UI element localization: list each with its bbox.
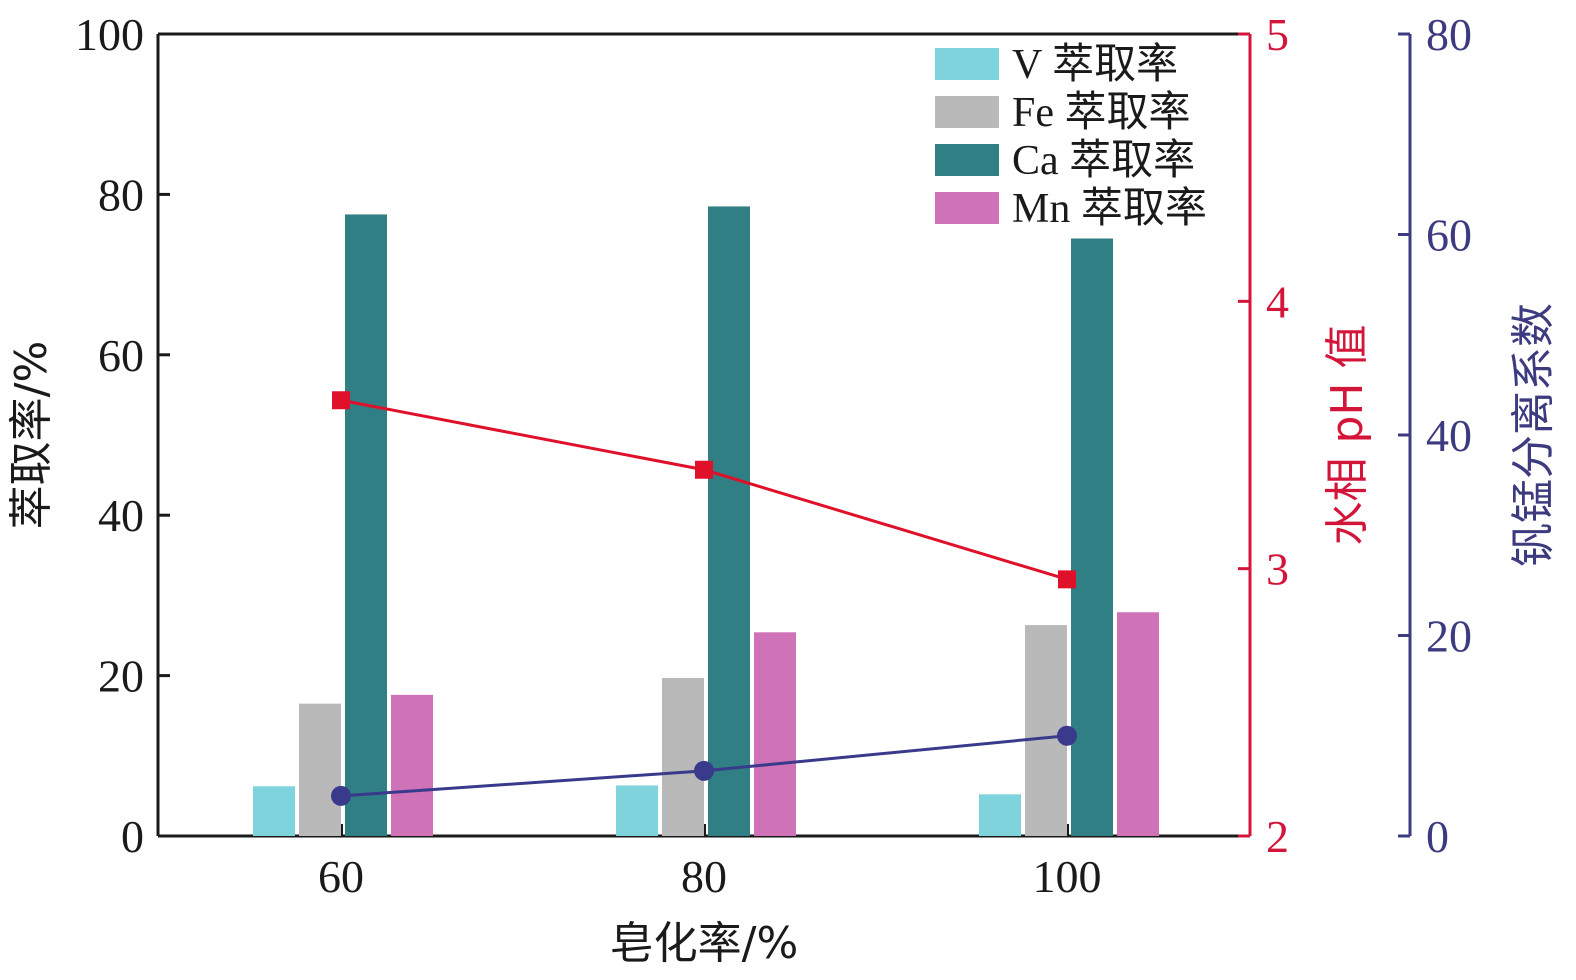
right1-axis-title: 水相 pH 值 <box>1322 325 1373 546</box>
right2-tick-label: 20 <box>1426 611 1472 662</box>
bar-fe-80 <box>662 678 704 836</box>
right2-tick-label: 80 <box>1426 9 1472 60</box>
bar-mn-100 <box>1117 612 1159 836</box>
right2-tick-label: 60 <box>1426 210 1472 261</box>
ph-point-60 <box>332 391 350 410</box>
legend-label: Mn 萃取率 <box>1012 185 1207 232</box>
left-tick-label: 80 <box>98 169 144 220</box>
left-tick-label: 0 <box>121 811 144 862</box>
right1-axis-ticks: 2 3 4 5 <box>1238 9 1289 862</box>
separation-point-100 <box>1057 725 1077 746</box>
left-tick-label: 40 <box>98 490 144 541</box>
separation-point-80 <box>694 760 714 781</box>
x-tick-label: 100 <box>1033 851 1102 902</box>
bar-ca-100 <box>1071 238 1113 836</box>
legend-swatch <box>935 192 999 224</box>
bar-mn-80 <box>754 632 796 836</box>
ph-point-100 <box>1058 570 1076 589</box>
bar-fe-60 <box>299 703 341 836</box>
right1-tick-label: 2 <box>1266 811 1289 862</box>
legend-swatch <box>935 48 999 80</box>
right1-tick-label: 4 <box>1266 276 1289 327</box>
right2-tick-label: 0 <box>1426 811 1449 862</box>
right2-tick-label: 40 <box>1426 410 1472 461</box>
legend-label: Fe 萃取率 <box>1012 89 1191 136</box>
legend-label: Ca 萃取率 <box>1012 137 1195 184</box>
line-series-group <box>331 391 1077 806</box>
right1-tick-label: 5 <box>1266 9 1289 60</box>
left-tick-label: 20 <box>98 651 144 702</box>
ph-point-80 <box>695 460 713 479</box>
left-tick-label: 60 <box>98 330 144 381</box>
bar-v-100 <box>979 794 1021 836</box>
right2-axis-title: 钒锰分离系数 <box>1508 303 1559 567</box>
x-tick-label: 80 <box>681 851 727 902</box>
x-tick-label: 60 <box>318 851 364 902</box>
bar-mn-60 <box>391 694 433 836</box>
legend-swatch <box>935 96 999 128</box>
separation-point-60 <box>331 785 351 806</box>
bar-v-60 <box>253 786 295 836</box>
ph-line <box>340 398 1068 581</box>
legend-label: V 萃取率 <box>1012 41 1178 88</box>
x-axis-title: 皂化率/% <box>610 918 799 969</box>
left-axis-title: 萃取率/% <box>6 341 57 530</box>
bar-ca-60 <box>345 214 387 836</box>
left-tick-label: 100 <box>75 9 144 60</box>
left-axis-ticks: 0 20 40 60 80 100 <box>75 9 170 862</box>
right2-axis-ticks: 0 20 40 60 80 <box>1398 9 1472 862</box>
bar-series-group <box>253 206 1159 836</box>
legend-swatch <box>935 144 999 176</box>
right1-tick-label: 3 <box>1266 544 1289 595</box>
bar-v-80 <box>616 785 658 836</box>
bar-ca-80 <box>708 206 750 836</box>
